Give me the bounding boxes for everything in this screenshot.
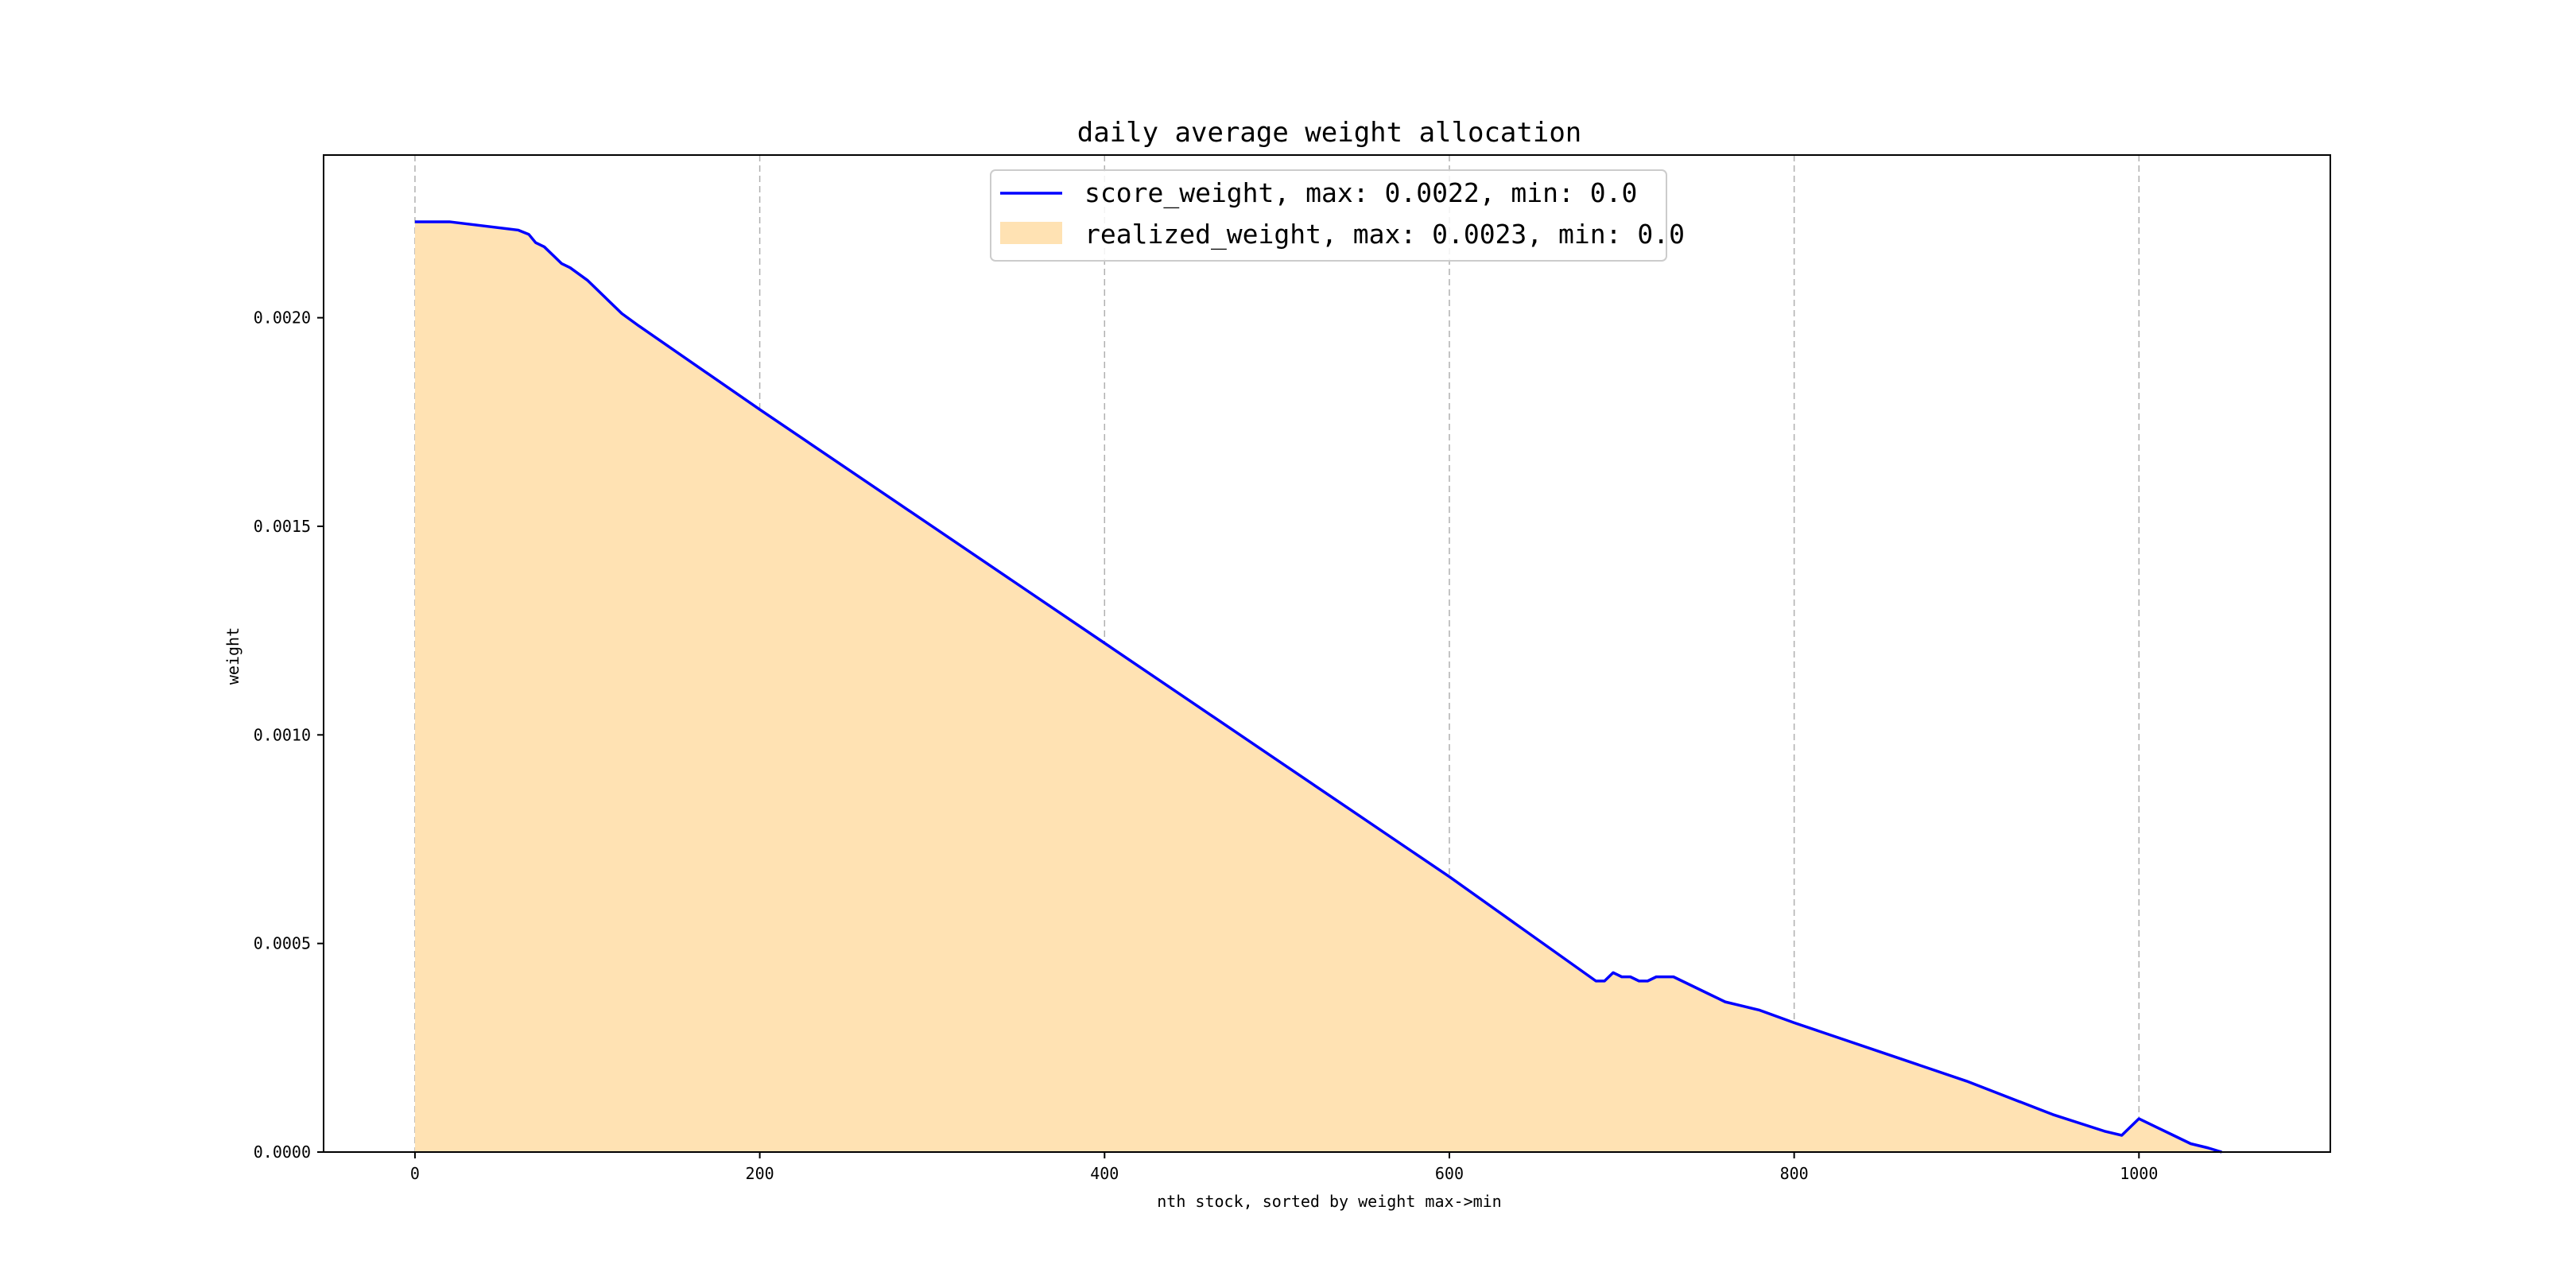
y-tick-label: 0.0005 [254,934,311,953]
y-tick-label: 0.0020 [254,308,311,328]
x-tick-label: 1000 [2120,1164,2158,1183]
plot-frame [323,154,2331,1153]
legend-label-realized-weight: realized_weight, max: 0.0023, min: 0.0 [1084,219,1685,250]
x-tick-label: 200 [746,1164,774,1183]
legend: score_weight, max: 0.0022, min: 0.0 real… [990,169,1685,262]
legend-area-swatch [1000,222,1062,244]
x-axis-ticks: 0 200 400 600 800 1000 [410,1152,2158,1183]
area-layer [414,221,2222,1152]
chart-title: daily average weight allocation [1077,117,1582,149]
y-axis-label: weight [223,627,242,685]
x-axis-label: nth stock, sorted by weight max->min [1157,1192,1501,1211]
legend-box [990,169,1667,262]
x-tick-label: 0 [410,1164,420,1183]
y-tick-label: 0.0010 [254,725,311,744]
line-layer [414,220,2222,1154]
x-tick-label: 400 [1090,1164,1119,1183]
x-tick-label: 800 [1780,1164,1809,1183]
y-tick-label: 0.0000 [254,1143,311,1162]
legend-label-score-weight: score_weight, max: 0.0022, min: 0.0 [1084,177,1637,209]
score-weight-line [414,220,2222,1154]
y-tick-label: 0.0015 [254,517,311,536]
x-tick-label: 600 [1435,1164,1464,1183]
y-axis-ticks: 0.0000 0.0005 0.0010 0.0015 0.0020 [254,308,324,1162]
realized-weight-area [414,221,2222,1152]
